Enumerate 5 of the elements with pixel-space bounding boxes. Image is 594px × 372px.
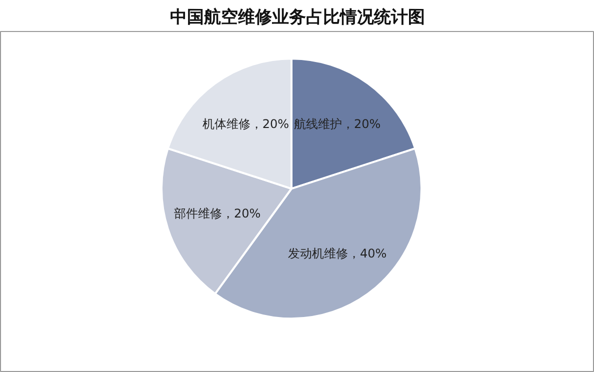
slice-label: 部件维修，20% — [174, 206, 261, 220]
chart-title: 中国航空维修业务占比情况统计图 — [170, 8, 425, 26]
slice-label: 航线维护，20% — [294, 116, 381, 131]
slice-label: 发动机维修，40% — [288, 246, 387, 260]
slice-label: 机体维修，20% — [202, 116, 289, 131]
